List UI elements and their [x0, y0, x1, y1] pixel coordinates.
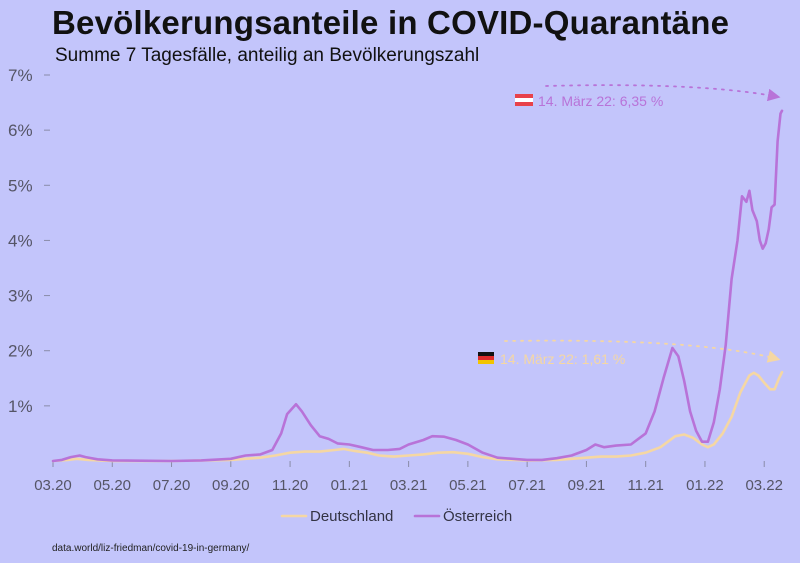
x-tick-label: 07.20 [153, 477, 191, 494]
x-tick-label: 03.20 [34, 477, 72, 494]
y-tick-label: 7% [8, 66, 33, 85]
germany-flag [478, 352, 494, 364]
flag-stripe [478, 360, 494, 364]
annotation-arrow-deutschland [504, 339, 781, 363]
series-group [51, 109, 784, 463]
x-tick-label: 01.22 [686, 477, 724, 494]
annotation-label-deutschland: 14. März 22: 1,61 % [500, 351, 625, 367]
annotations: 14. März 22: 6,35 % 14. März 22: 1,61 % [478, 84, 781, 367]
y-axis: 1% 2% 3% 4% 5% 6% 7% [8, 66, 50, 416]
annotation-label-oesterreich: 14. März 22: 6,35 % [538, 93, 663, 109]
y-tick-label: 4% [8, 231, 33, 250]
legend-label-oesterreich: Österreich [443, 507, 512, 525]
x-tick-label: 03.21 [390, 477, 428, 494]
flag-stripe [478, 352, 494, 356]
flag-stripe [515, 98, 533, 102]
page-subtitle: Summe 7 Tagesfälle, anteilig an Bevölker… [55, 45, 480, 66]
x-tick-label: 01.21 [331, 477, 369, 494]
x-tick-label: 03.22 [745, 477, 783, 494]
flag-stripe [515, 94, 533, 98]
x-tick-label: 09.21 [568, 477, 606, 494]
y-tick-label: 5% [8, 176, 33, 195]
legend-label-deutschland: Deutschland [310, 508, 393, 525]
y-tick-label: 2% [8, 342, 33, 361]
source-credit: data.world/liz-friedman/covid-19-in-germ… [52, 543, 250, 554]
page-title: Bevölkerungsanteile in COVID-Quarantäne [52, 4, 730, 41]
x-tick-label: 09.20 [212, 477, 250, 494]
x-tick-label: 05.21 [449, 477, 487, 494]
legend: Deutschland Österreich [280, 507, 512, 525]
austria-flag [515, 94, 533, 106]
x-axis: 03.20 05.20 07.20 09.20 11.20 01.21 03.21 05.21… [34, 461, 783, 494]
x-tick-label: 11.21 [627, 477, 663, 494]
y-tick-label: 3% [8, 287, 33, 306]
flag-stripe [515, 102, 533, 106]
x-tick-label: 07.21 [508, 477, 546, 494]
y-tick-label: 1% [8, 397, 33, 416]
x-tick-label: 11.20 [272, 477, 308, 494]
series-line-deutschland [51, 370, 784, 463]
flag-stripe [478, 356, 494, 360]
y-tick-label: 6% [8, 121, 33, 140]
x-tick-label: 05.20 [93, 477, 131, 494]
series-line-oesterreich [51, 109, 784, 463]
